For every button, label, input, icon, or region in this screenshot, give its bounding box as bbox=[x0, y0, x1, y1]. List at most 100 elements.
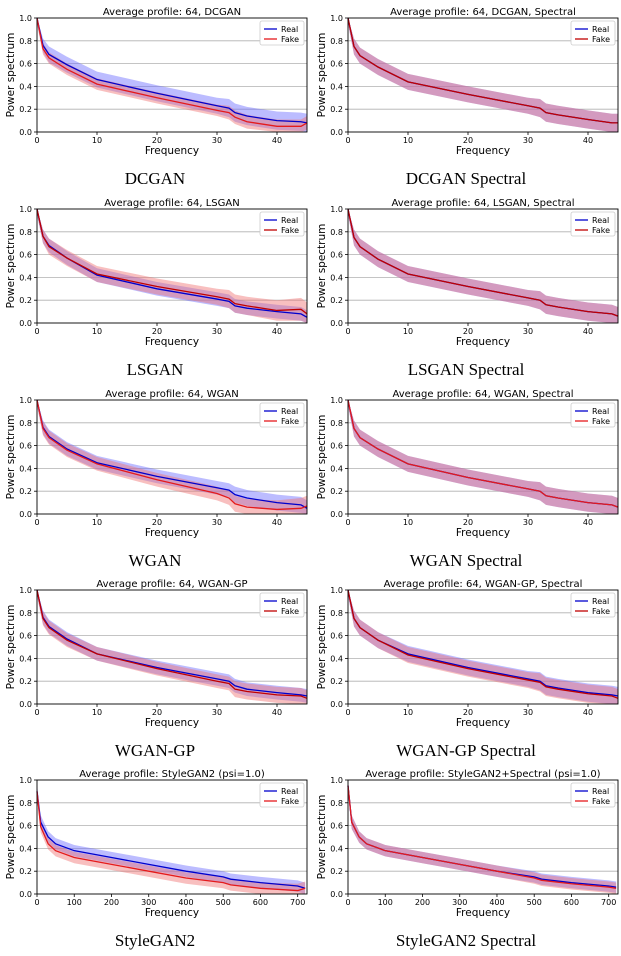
y-tick-label: 0.2 bbox=[19, 296, 32, 305]
y-tick-label: 1.0 bbox=[19, 14, 32, 23]
chart-panel: Average profile: 64, WGAN, Spectral 0.0 0.… bbox=[311, 386, 621, 576]
x-tick-label: 20 bbox=[152, 327, 162, 336]
series-band-real bbox=[348, 780, 617, 893]
y-tick-label: 0.2 bbox=[19, 677, 32, 686]
x-tick-label: 0 bbox=[345, 898, 350, 907]
legend-label-fake: Fake bbox=[281, 607, 299, 616]
plot-frame bbox=[347, 208, 619, 324]
series-band-real bbox=[37, 784, 306, 894]
x-axis-label: Frequency bbox=[145, 527, 199, 539]
y-axis-label: Power spectrum bbox=[5, 33, 17, 118]
y-axis-label: Power spectrum bbox=[5, 795, 17, 880]
chart-title: Average profile: 64, LSGAN, Spectral bbox=[391, 198, 574, 209]
y-tick-label: 0.8 bbox=[19, 419, 32, 428]
legend-label-fake: Fake bbox=[281, 417, 299, 426]
y-tick-label: 0.6 bbox=[330, 632, 343, 641]
chart-panel: Average profile: 64, LSGAN, Spectral 0.0 0… bbox=[311, 195, 621, 385]
x-tick-label: 0 bbox=[34, 518, 39, 527]
y-tick-label: 1.0 bbox=[330, 396, 343, 405]
y-tick-label: 0.6 bbox=[19, 60, 32, 69]
chart-panel: Average profile: 64, WGAN-GP, Spectral 0.… bbox=[311, 576, 621, 766]
x-tick-label: 10 bbox=[92, 136, 102, 145]
x-axis-label: Frequency bbox=[145, 336, 199, 348]
legend-label-fake: Fake bbox=[281, 35, 299, 44]
y-tick-label: 1.0 bbox=[19, 396, 32, 405]
series-line-fake bbox=[36, 589, 308, 699]
x-tick-label: 40 bbox=[583, 518, 593, 527]
series-line-fake bbox=[347, 785, 617, 889]
chart-svg: Average profile: 64, DCGAN 0.0 0.2 0.4 0.6 0.… bbox=[5, 7, 308, 157]
y-tick-label: 0.8 bbox=[19, 799, 32, 808]
legend-label-real: Real bbox=[592, 407, 609, 416]
x-tick-label: 200 bbox=[104, 898, 119, 907]
chart-title: Average profile: 64, WGAN, Spectral bbox=[392, 389, 573, 400]
y-axis-label: Power spectrum bbox=[316, 224, 328, 309]
x-tick-label: 40 bbox=[272, 136, 282, 145]
y-tick-label: 0.4 bbox=[19, 82, 32, 91]
chart-svg: Average profile: 64, DCGAN, Spectral0.00… bbox=[316, 7, 619, 157]
y-tick-label: 0.4 bbox=[19, 464, 32, 473]
x-tick-label: 700 bbox=[290, 898, 305, 907]
legend-label-real: Real bbox=[592, 787, 609, 796]
legend-label-real: Real bbox=[281, 25, 298, 34]
y-tick-label: 0.8 bbox=[330, 609, 343, 618]
y-tick-label: 1.0 bbox=[330, 205, 343, 214]
x-tick-label: 20 bbox=[152, 708, 162, 717]
legend-label-fake: Fake bbox=[592, 417, 610, 426]
x-tick-label: 400 bbox=[178, 898, 193, 907]
x-axis-label: Frequency bbox=[456, 527, 510, 539]
series-line-fake bbox=[36, 208, 308, 315]
y-tick-label: 0.4 bbox=[330, 464, 343, 473]
legend-label-real: Real bbox=[592, 25, 609, 34]
chart-title: Average profile: 64, WGAN-GP bbox=[96, 579, 247, 590]
x-tick-label: 100 bbox=[67, 898, 82, 907]
x-tick-label: 40 bbox=[272, 708, 282, 717]
y-tick-label: 0.0 bbox=[19, 510, 32, 519]
chart-svg: Average profile: 64, LSGAN 0.0 0.2 0.4 0.6 0.… bbox=[5, 198, 308, 348]
legend-label-real: Real bbox=[281, 597, 298, 606]
legend-label-fake: Fake bbox=[281, 226, 299, 235]
y-tick-label: 0.6 bbox=[19, 822, 32, 831]
legend-label-fake: Fake bbox=[281, 797, 299, 806]
legend-label-real: Real bbox=[592, 597, 609, 606]
chart-svg: Average profile: 64, WGAN-GP, Spectral 0.… bbox=[316, 579, 619, 729]
y-axis-label: Power spectrum bbox=[316, 33, 328, 118]
chart-title: Average profile: 64, DCGAN bbox=[103, 7, 241, 18]
x-tick-label: 500 bbox=[216, 898, 231, 907]
chart-title: Average profile: StyleGAN2 (psi=1.0) bbox=[79, 769, 265, 780]
x-tick-label: 30 bbox=[212, 136, 222, 145]
series-line-real bbox=[36, 791, 306, 889]
figure-caption: StyleGAN2 Spectral bbox=[395, 931, 537, 950]
y-axis-label: Power spectrum bbox=[316, 415, 328, 500]
x-tick-label: 10 bbox=[403, 518, 413, 527]
figure-caption: WGAN-GP bbox=[114, 741, 196, 760]
x-tick-label: 30 bbox=[523, 518, 533, 527]
legend-label-fake: Fake bbox=[592, 797, 610, 806]
y-tick-label: 0.6 bbox=[330, 442, 343, 451]
y-axis-label: Power spectrum bbox=[316, 795, 328, 880]
y-tick-label: 0.2 bbox=[330, 677, 343, 686]
chart-svg: Average profile: 64, WGAN 0.0 0.2 0.4 0.6 0.8… bbox=[5, 389, 308, 539]
y-tick-label: 0.4 bbox=[19, 844, 32, 853]
x-tick-label: 10 bbox=[92, 327, 102, 336]
legend-label-fake: Fake bbox=[592, 226, 610, 235]
series-band-fake bbox=[37, 784, 306, 894]
x-tick-label: 10 bbox=[92, 518, 102, 527]
x-tick-label: 600 bbox=[564, 898, 579, 907]
y-tick-label: 0.4 bbox=[19, 273, 32, 282]
series-line-fake bbox=[347, 17, 618, 124]
y-tick-label: 0.2 bbox=[19, 487, 32, 496]
series-band-fake bbox=[348, 18, 618, 132]
y-tick-label: 0.6 bbox=[19, 632, 32, 641]
chart-panel: Average profile: 64, DCGAN 0.0 0.2 0.4 0.6 0.… bbox=[0, 4, 310, 194]
x-tick-label: 30 bbox=[212, 327, 222, 336]
legend-label-fake: Fake bbox=[592, 607, 610, 616]
plot-frame bbox=[36, 589, 308, 705]
y-tick-label: 0.4 bbox=[19, 654, 32, 663]
y-tick-label: 0.0 bbox=[19, 128, 32, 137]
chart-svg: Average profile: 64, WGAN, Spectral 0.0 0.… bbox=[316, 389, 619, 539]
y-tick-label: 1.0 bbox=[330, 14, 343, 23]
chart-panel: Average profile: 64, WGAN 0.0 0.2 0.4 0.6 0.8… bbox=[0, 386, 310, 576]
x-tick-label: 20 bbox=[463, 136, 473, 145]
